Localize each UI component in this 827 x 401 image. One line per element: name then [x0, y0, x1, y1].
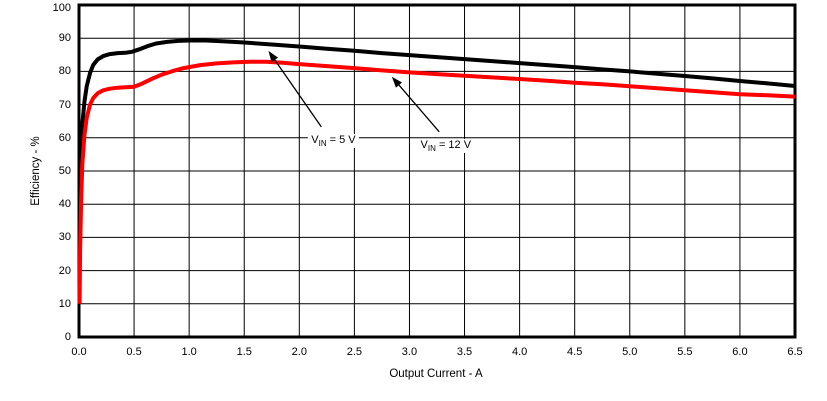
annotation-vin-5v: VIN = 5 V [308, 134, 359, 149]
annotation-arrow-line-1 [396, 82, 440, 133]
annotation-vin-5v-pre: V [311, 134, 319, 147]
annotation-arrowhead-1 [391, 76, 403, 88]
annotation-vin-12v-sub: IN [427, 144, 436, 154]
annotation-vin-12v-post: = 12 V [435, 139, 472, 151]
curve-vin-5-v [77, 38, 796, 245]
annotation-arrow-line-0 [272, 57, 322, 128]
annotation-vin-12v: VIN = 12 V [417, 139, 475, 154]
x-axis-title: Output Current - A [389, 368, 483, 380]
annotation-vin-5v-post: = 5 V [326, 134, 356, 147]
y-axis-title: Efficiency - % [30, 136, 42, 206]
curve-vin-12-v [77, 59, 796, 304]
annotation-arrowhead-0 [268, 50, 279, 63]
annotation-vin-5v-sub: IN [318, 139, 327, 149]
annotation-vin-12v-pre: V [420, 139, 428, 151]
